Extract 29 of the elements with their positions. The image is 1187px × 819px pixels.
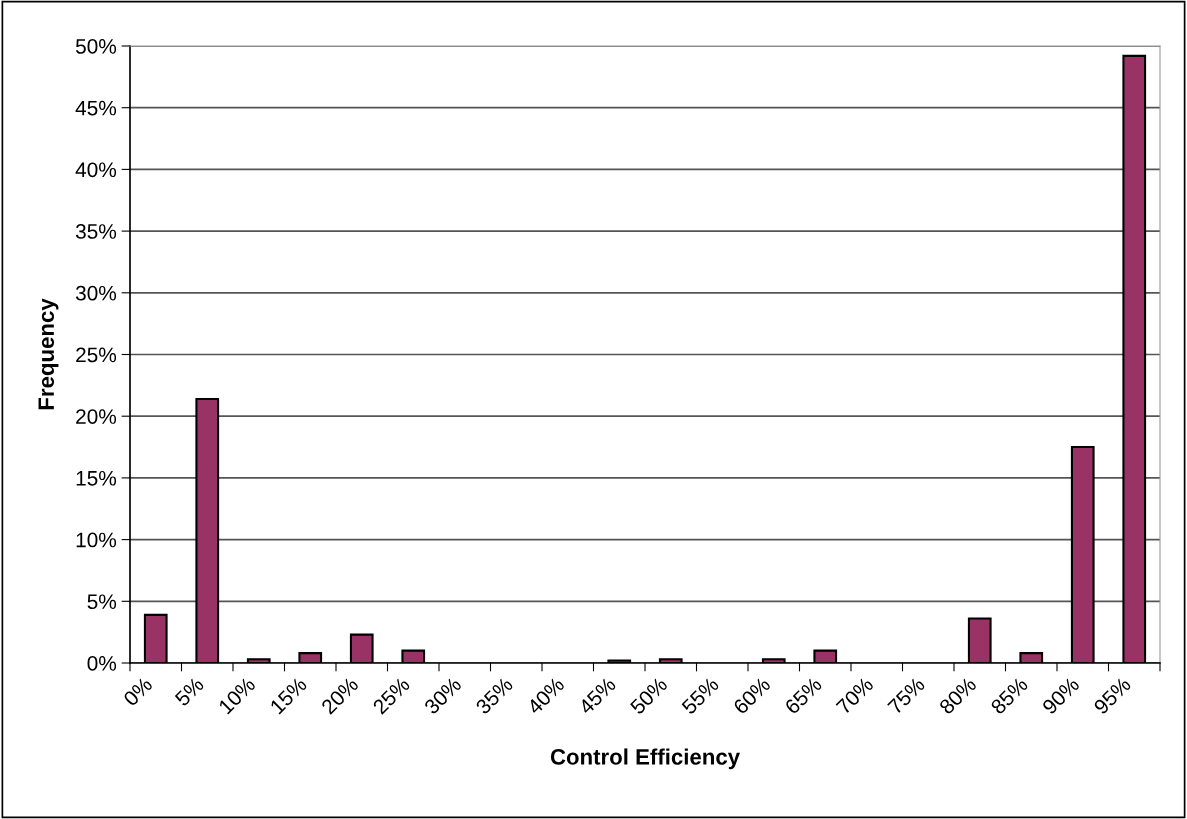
x-tick-label: 60%	[732, 676, 772, 715]
y-tick-label: 20%	[76, 409, 117, 424]
x-tick-label: 35%	[474, 676, 514, 716]
y-tick-label: 50%	[75, 39, 117, 54]
x-tick-label: 65%	[784, 676, 823, 715]
y-tick-label: 45%	[75, 100, 117, 116]
y-tick-label: 30%	[75, 285, 117, 301]
x-tick-label: 70%	[835, 676, 875, 715]
y-tick-label: 40%	[75, 162, 117, 178]
y-tick-label: 35%	[75, 224, 117, 239]
x-tick-label: 30%	[423, 676, 463, 716]
y-axis-title: Frequency	[38, 298, 59, 410]
x-tick-label: 90%	[1041, 676, 1081, 715]
y-tick-label: 5%	[87, 594, 117, 610]
x-tick-label: 40%	[526, 676, 566, 716]
x-tick-label: 5%	[174, 676, 205, 707]
y-tick-label: 25%	[76, 347, 117, 363]
y-tick-label: 0%	[87, 656, 117, 671]
x-tick-label: 45%	[577, 676, 617, 716]
x-tick-label: 75%	[887, 676, 926, 715]
x-tick-label: 0%	[122, 676, 154, 707]
x-tick-label: 55%	[680, 676, 720, 716]
x-tick-label: 80%	[938, 676, 978, 715]
x-tick-label: 50%	[629, 676, 669, 716]
x-tick-label: 95%	[1092, 676, 1132, 715]
x-axis-title: Control Efficiency	[550, 748, 740, 770]
y-tick-label: 15%	[76, 470, 117, 486]
x-tick-label: 85%	[989, 676, 1029, 715]
y-tick-label: 10%	[76, 532, 117, 548]
